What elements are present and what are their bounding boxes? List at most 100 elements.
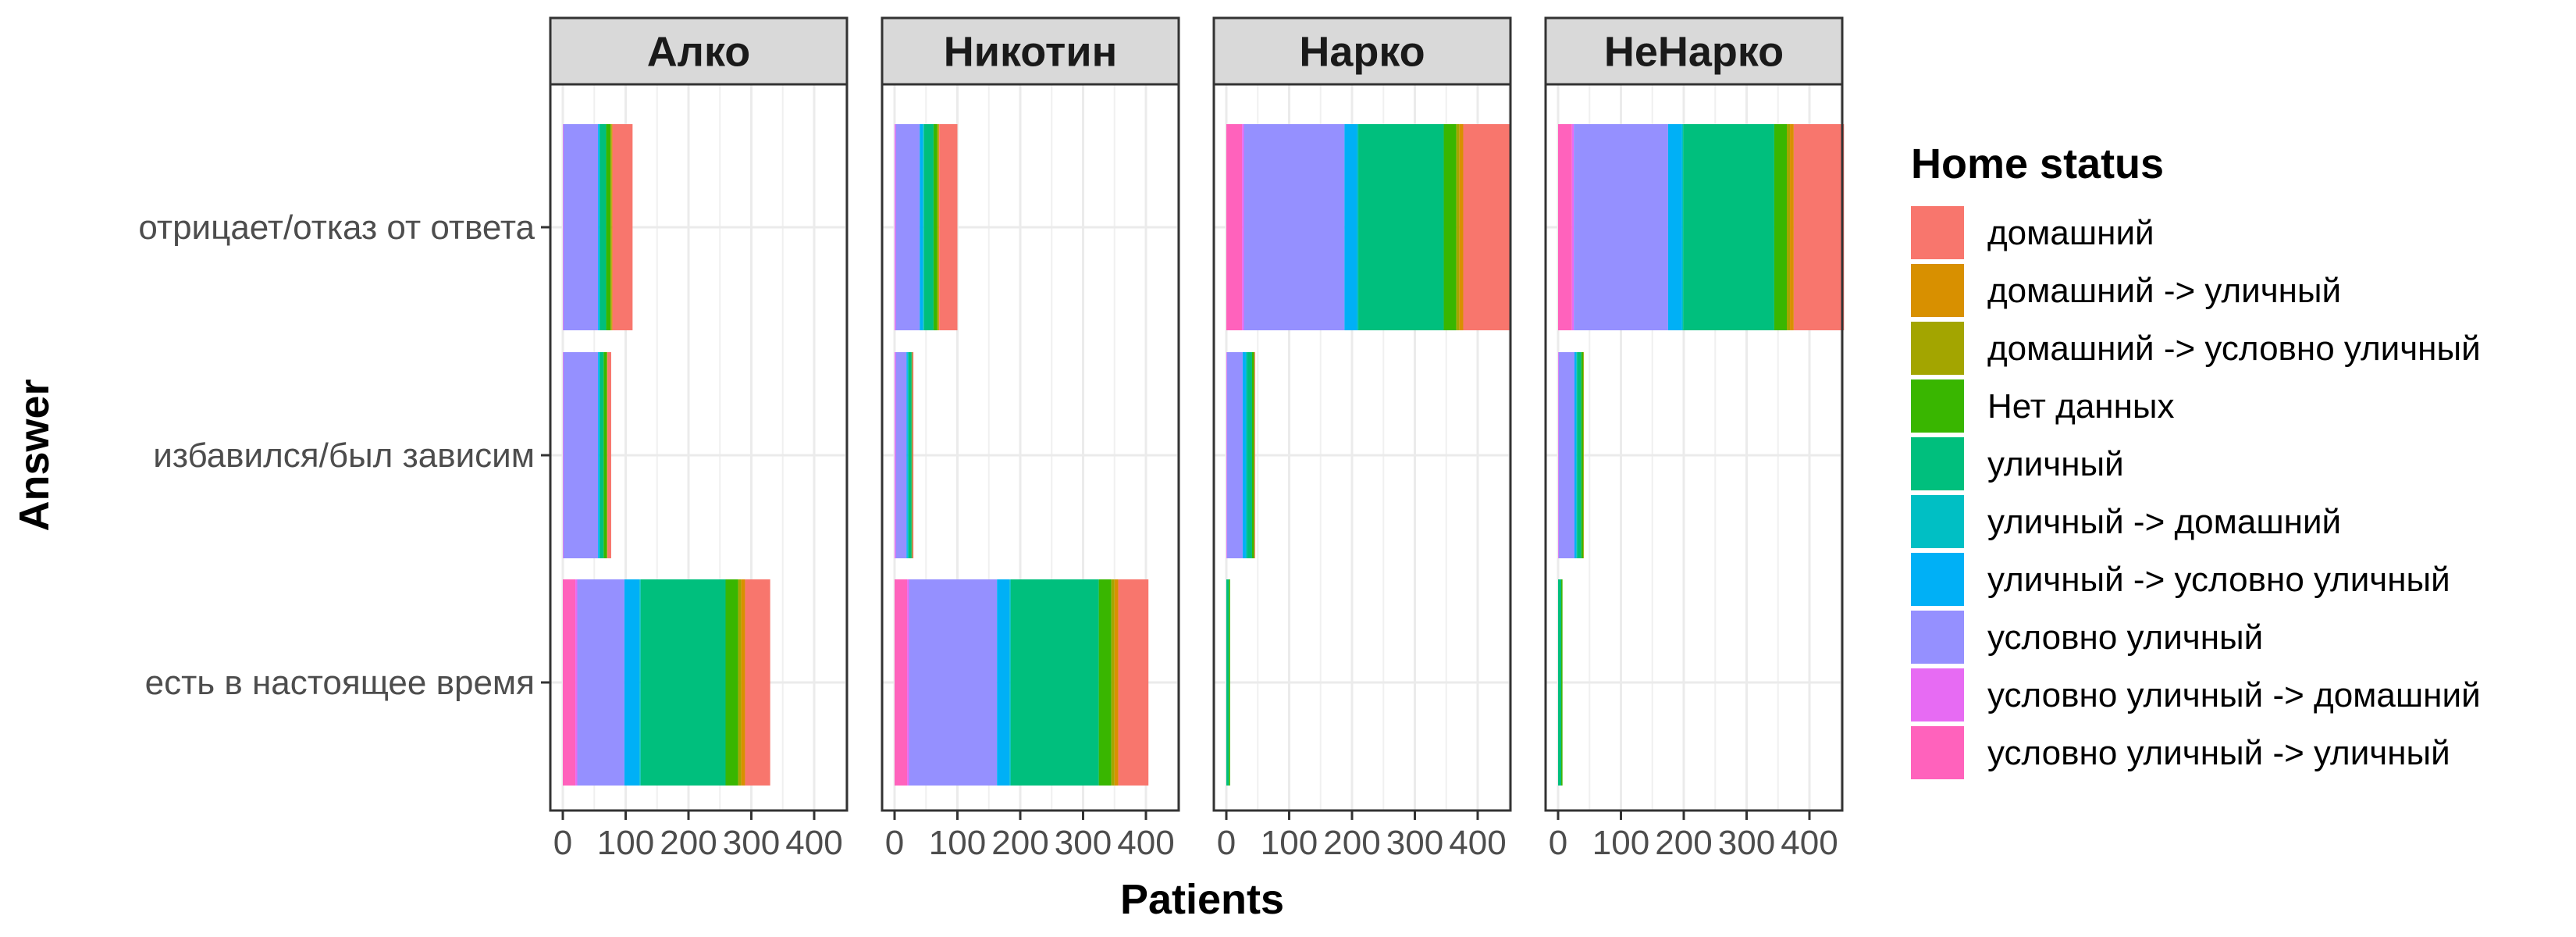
x-tick-label: 300 [1055, 824, 1112, 862]
legend-item: условно уличный -> домашний [1911, 668, 2481, 721]
legend-item: уличный -> домашний [1911, 495, 2341, 548]
bar-segment [1577, 352, 1582, 558]
bar-segment [1583, 352, 1585, 558]
bar-segment [612, 124, 633, 330]
bar-segment [603, 352, 607, 558]
legend-item: уличный -> условно уличный [1911, 553, 2450, 606]
legend-item: условно уличный [1911, 611, 2263, 664]
bar-segment [598, 352, 600, 558]
y-tick-label: отрицает/отказ от ответа [138, 208, 535, 247]
bar-segment [1459, 124, 1464, 330]
bar-segment [1683, 124, 1774, 330]
bar-segment [1561, 579, 1563, 786]
bar-stack [1558, 579, 1563, 786]
legend-label: уличный -> условно уличный [1987, 561, 2450, 599]
bar-segment [563, 579, 576, 786]
bar-segment [563, 124, 599, 330]
x-tick-label: 300 [1386, 824, 1443, 862]
bar-segment [895, 124, 896, 330]
bar-segment [1226, 352, 1243, 558]
bar-stack [1558, 352, 1585, 558]
legend-swatch [1911, 611, 1964, 664]
bar-segment [912, 352, 914, 558]
bar-segment [738, 579, 742, 786]
bar-segment [598, 124, 600, 330]
x-tick-label: 200 [660, 824, 717, 862]
gridlines [550, 84, 847, 811]
bar-segment [725, 579, 738, 786]
bar-segment [610, 124, 612, 330]
legend-label: условно уличный -> уличный [1987, 734, 2450, 772]
legend-label: домашний [1987, 214, 2154, 252]
y-axis-title: Answer [11, 379, 58, 531]
bar-stack [895, 579, 1149, 786]
facet-title: Алко [647, 29, 751, 76]
legend-swatch [1911, 668, 1964, 721]
facet-strip [1212, 16, 1512, 86]
bar-segment [1114, 579, 1119, 786]
bar-segment [1558, 352, 1574, 558]
bar-segment [1254, 352, 1256, 558]
bar-segment [1558, 579, 1562, 786]
legend-label: условно уличный -> домашний [1987, 676, 2481, 714]
legend: Home status домашний домашний -> уличный д… [1911, 141, 2481, 779]
bar-segment [1574, 124, 1668, 330]
x-tick-label: 100 [929, 824, 986, 862]
panel: Нарко 0 100 200 300 400 [1212, 16, 1512, 862]
bar-stack [1226, 124, 1510, 330]
bar-segment [1787, 124, 1791, 330]
bar-segment [939, 124, 958, 330]
facet-strip [549, 16, 849, 86]
bar-segment [1247, 352, 1253, 558]
bar-segment [1344, 124, 1357, 330]
bar-segment [575, 579, 578, 786]
bar-segment [624, 579, 640, 786]
bar-segment [1463, 124, 1510, 330]
legend-swatch [1911, 437, 1964, 490]
bar-segment [600, 352, 604, 558]
legend-swatch [1911, 495, 1964, 548]
y-axis: отрицает/отказ от ответа избавился/был за… [138, 208, 550, 702]
legend-label: уличный -> домашний [1987, 503, 2341, 541]
x-tick-label: 0 [1217, 824, 1236, 862]
bar-stack [1558, 124, 1845, 330]
bar-segment [1242, 124, 1244, 330]
legend-item: уличный [1911, 437, 2124, 490]
facet-title: Никотин [944, 29, 1117, 76]
bar-segment [909, 579, 998, 786]
bar-segment [1252, 352, 1254, 558]
bar-segment [600, 124, 607, 330]
bar-segment [1681, 124, 1684, 330]
bar-segment [895, 352, 896, 558]
x-tick-label: 0 [885, 824, 904, 862]
bar-segment [741, 579, 745, 786]
x-tick-label: 100 [1592, 824, 1649, 862]
x-tick-label: 300 [1718, 824, 1775, 862]
bar-segment [1229, 579, 1230, 786]
bar-segment [1443, 124, 1457, 330]
legend-swatch [1911, 322, 1964, 375]
bar-stack [1226, 352, 1256, 558]
bar-segment [1098, 579, 1112, 786]
bar-segment [1118, 579, 1149, 786]
bar-segment [938, 124, 940, 330]
bar-segment [563, 352, 599, 558]
x-tick-label: 200 [1655, 824, 1712, 862]
bar-segment [895, 579, 908, 786]
bar-segment [1111, 579, 1115, 786]
x-tick-label: 300 [723, 824, 780, 862]
legend-label: домашний -> уличный [1987, 272, 2341, 310]
bar-segment [1357, 124, 1359, 330]
bar-segment [1244, 124, 1345, 330]
x-tick-label: 400 [1781, 824, 1838, 862]
bar-segment [907, 352, 909, 558]
bar-stack [563, 352, 611, 558]
bar-stack [1226, 579, 1230, 786]
bar-segment [923, 124, 924, 330]
bar-segment [1558, 352, 1559, 558]
bar-segment [933, 124, 938, 330]
x-tick-label: 400 [1449, 824, 1506, 862]
x-tick-label: 0 [553, 824, 572, 862]
bar-segment [1574, 352, 1577, 558]
